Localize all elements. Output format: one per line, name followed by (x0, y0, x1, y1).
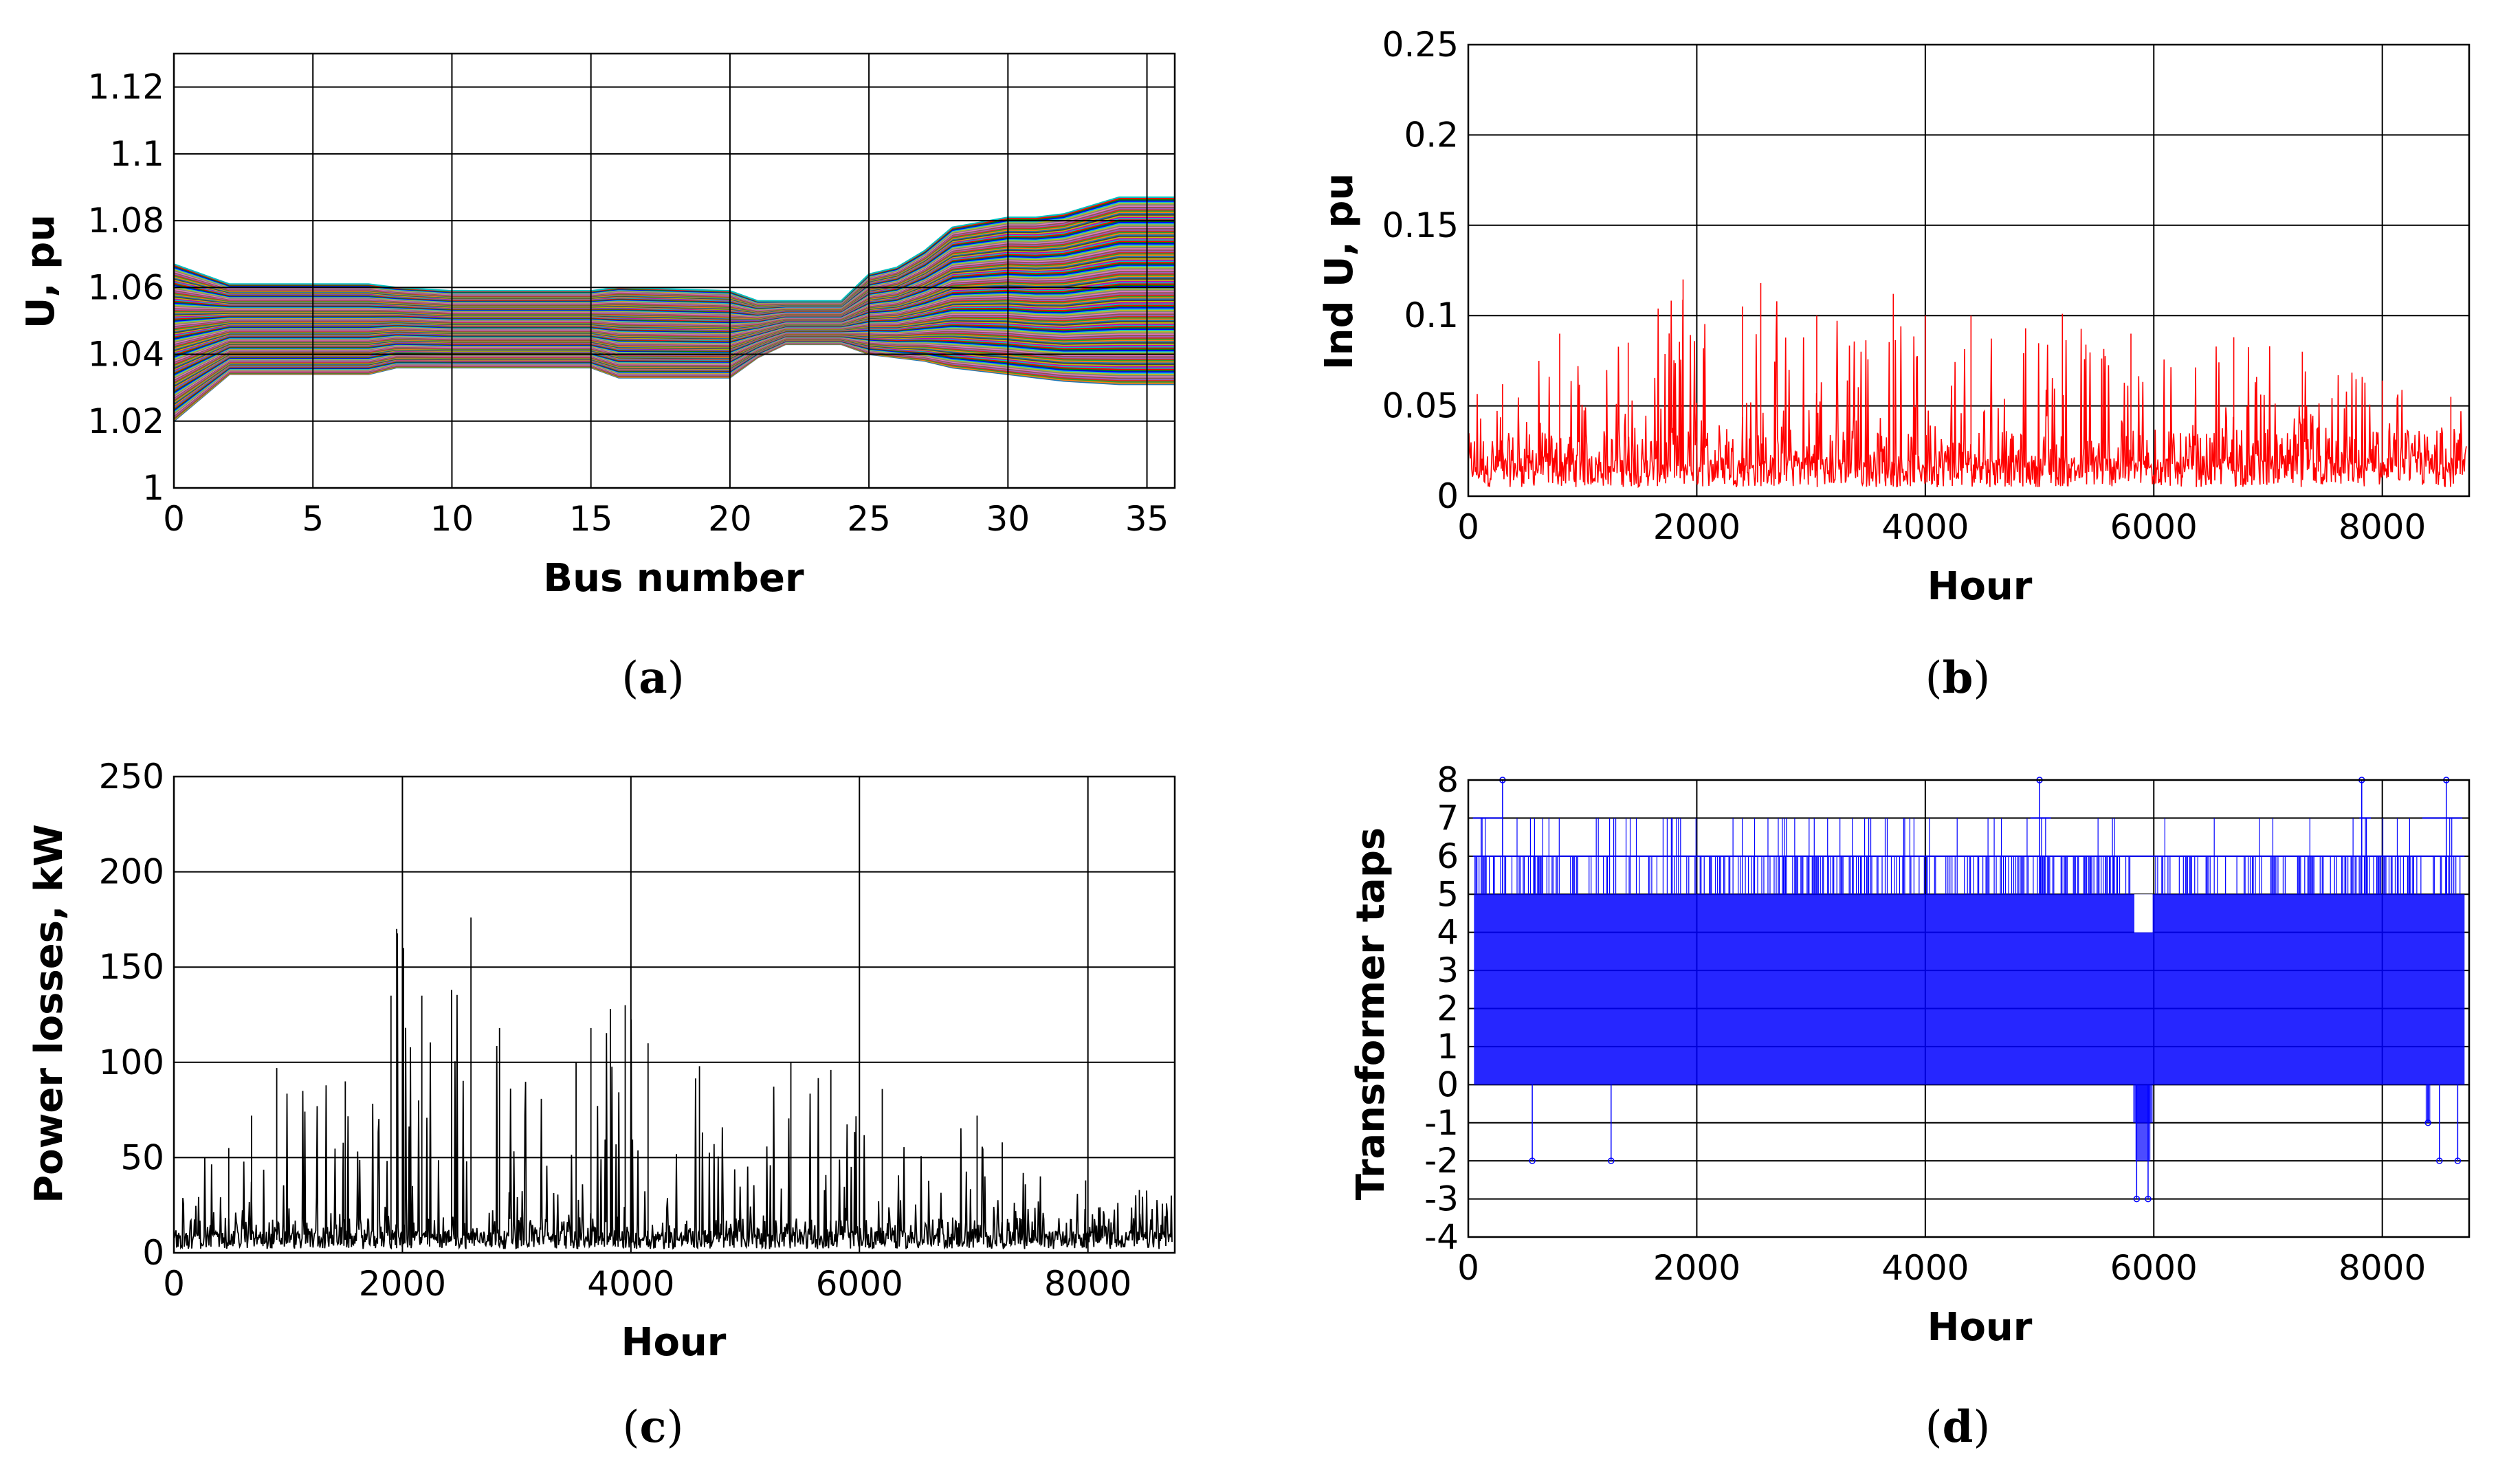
negative-excursion (2135, 1084, 2151, 1161)
x-tick-label: 0 (1457, 507, 1479, 547)
y-tick-label: 1.08 (88, 201, 164, 241)
y-tick-label: 0.2 (1404, 115, 1459, 155)
caption-a: (a) (621, 652, 684, 704)
x-tick-label: 6000 (816, 1264, 903, 1304)
x-tick-label: 0 (163, 1264, 185, 1304)
axis-label-y-c: Power losses, kW (27, 824, 71, 1203)
caption-b: (b) (1925, 652, 1991, 704)
series-group-c (173, 917, 1173, 1250)
tap-marker (2454, 1157, 2462, 1164)
x-tick-label: 6000 (2110, 507, 2198, 547)
series-line (1468, 299, 2467, 489)
x-tick-label: 8000 (2339, 1248, 2426, 1288)
x-tick-label: 2000 (359, 1264, 446, 1304)
y-tick-label: 1.06 (88, 267, 164, 307)
plot-area-b: 0 2000 4000 6000 8000 0 0.05 0.1 0.15 0.2 0.25 (1382, 25, 2471, 547)
y-tick-label: 1 (1437, 1027, 1459, 1067)
x-tick-label: 0 (163, 499, 185, 539)
y-tick-label: 250 (99, 757, 164, 797)
y-tick-label: 0.05 (1382, 386, 1459, 426)
x-tick-label: 35 (1125, 499, 1169, 539)
y-tick-label: 1 (142, 468, 164, 508)
axis-label-x-a: Bus number (543, 556, 804, 601)
axis-label-y-a: U, pu (19, 214, 63, 328)
y-tick-label: 8 (1437, 760, 1459, 800)
panel-a: 0 5 10 15 20 25 30 35 1 1.02 1.04 1.06 1.08 1.1 1.12 B… (19, 52, 1176, 704)
x-tick-label: 2000 (1653, 507, 1740, 547)
y-tick-label: -4 (1424, 1217, 1459, 1257)
x-tick-label: 0 (1457, 1248, 1479, 1288)
x-tick-label: 4000 (587, 1264, 674, 1304)
y-tick-label: 0.1 (1404, 296, 1459, 335)
plot-area-a: 0 5 10 15 20 25 30 35 1 1.02 1.04 1.06 1.08 1.1 1.12 (88, 52, 1176, 539)
y-tick-label: 0 (1437, 476, 1459, 516)
x-tick-label: 2000 (1653, 1248, 1740, 1288)
x-tick-label: 8000 (1044, 1264, 1131, 1304)
y-tick-label: 100 (99, 1043, 164, 1082)
x-tick-label: 30 (986, 499, 1030, 539)
tap-marker (2424, 1120, 2431, 1126)
series-line (173, 933, 1173, 1250)
y-tick-label: 5 (1437, 874, 1459, 914)
voltage-profile-line (174, 196, 1175, 302)
band-gap (2134, 894, 2153, 933)
series-group-b (1468, 279, 2467, 489)
axis-label-x-c: Hour (621, 1320, 727, 1365)
series-group-d (1472, 777, 2465, 1203)
x-tick-label: 15 (569, 499, 613, 539)
caption-c: (c) (623, 1401, 684, 1453)
axis-label-x-d: Hour (1927, 1305, 2033, 1350)
panel-c: 0 2000 4000 6000 8000 0 50 100 150 200 250 Hour Po… (27, 757, 1176, 1453)
y-tick-label: 0.15 (1382, 205, 1459, 245)
x-tick-label: 20 (708, 499, 752, 539)
y-tick-label: 0.25 (1382, 25, 1459, 65)
tap-marker (2133, 1195, 2141, 1203)
x-tick-label: 8000 (2339, 507, 2426, 547)
tap-marker (1529, 1157, 1536, 1164)
plot-frame-c (173, 775, 1176, 1254)
x-tick-label: 25 (847, 499, 891, 539)
y-tick-label: -1 (1424, 1103, 1459, 1143)
y-tick-label: -2 (1424, 1141, 1459, 1181)
y-tick-label: 7 (1437, 798, 1459, 838)
y-tick-label: 3 (1437, 950, 1459, 990)
tap-marker (2436, 1157, 2443, 1164)
caption-d: (d) (1925, 1401, 1991, 1453)
x-tick-label: 4000 (1881, 507, 1969, 547)
y-tick-label: 150 (99, 947, 164, 987)
plot-frame-b (1467, 43, 2471, 498)
y-tick-label: 1.12 (88, 67, 164, 107)
plot-area-c: 0 2000 4000 6000 8000 0 50 100 150 200 250 (99, 757, 1176, 1304)
y-tick-label: 200 (99, 852, 164, 892)
y-tick-label: 6 (1437, 836, 1459, 876)
tap-marker (1608, 1157, 1615, 1164)
y-tick-label: 1.1 (109, 134, 164, 174)
series-group-a (174, 196, 1175, 422)
y-tick-label: 0 (142, 1233, 164, 1273)
axis-label-y-d: Transformer taps (1349, 827, 1393, 1201)
x-tick-label: 6000 (2110, 1248, 2198, 1288)
y-tick-label: 2 (1437, 989, 1459, 1029)
dense-band (1474, 894, 2465, 1085)
y-tick-label: 1.04 (88, 335, 164, 375)
plot-frame-a (173, 52, 1176, 489)
y-tick-label: 0 (1437, 1065, 1459, 1104)
y-tick-label: 50 (120, 1137, 164, 1177)
y-tick-label: 4 (1437, 913, 1459, 953)
tap-marker (2145, 1195, 2152, 1203)
x-tick-label: 4000 (1881, 1248, 1969, 1288)
axis-label-x-b: Hour (1927, 564, 2033, 609)
plot-frame-d (1467, 779, 2471, 1238)
x-tick-label: 10 (430, 499, 474, 539)
y-tick-label: -3 (1424, 1179, 1459, 1219)
x-tick-label: 5 (302, 499, 324, 539)
y-tick-label: 1.02 (88, 401, 164, 441)
panel-b: 0 2000 4000 6000 8000 0 0.05 0.1 0.15 0.2 0.25 Hou… (1317, 25, 2471, 704)
axis-label-y-b: Ind U, pu (1317, 173, 1362, 370)
